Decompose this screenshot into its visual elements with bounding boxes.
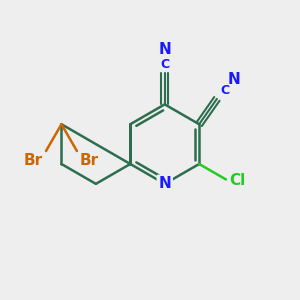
Text: C: C — [160, 58, 169, 71]
Text: N: N — [158, 176, 171, 191]
Text: Br: Br — [24, 153, 43, 168]
Text: C: C — [220, 84, 230, 98]
Text: Cl: Cl — [229, 173, 245, 188]
Text: N: N — [158, 42, 171, 57]
Text: N: N — [228, 71, 241, 86]
Text: Br: Br — [80, 153, 99, 168]
